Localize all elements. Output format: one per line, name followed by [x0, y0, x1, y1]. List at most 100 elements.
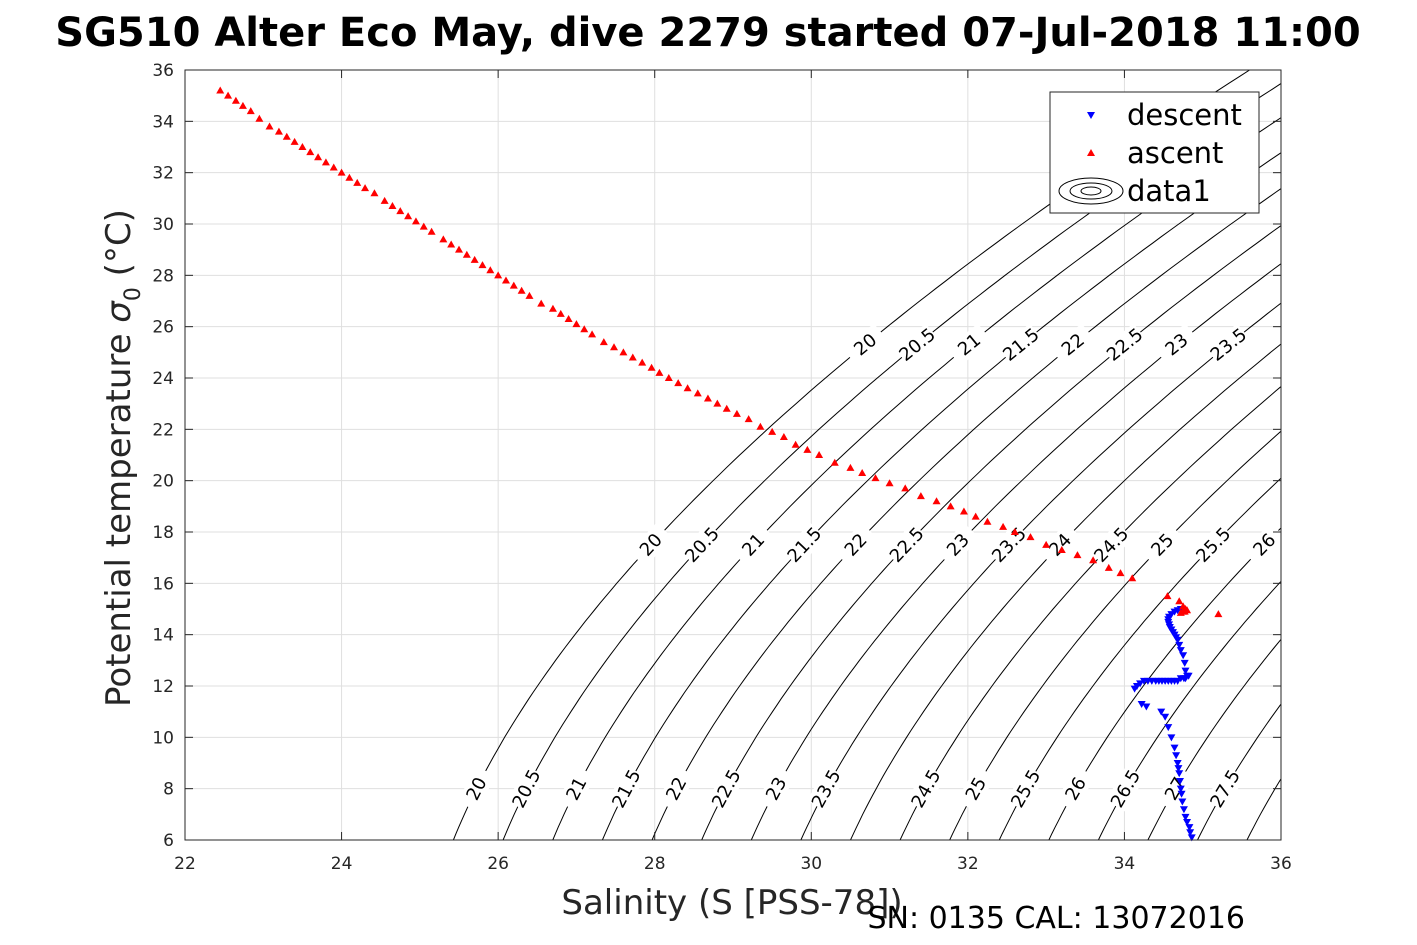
ascent-point	[885, 479, 894, 487]
descent-point	[1183, 819, 1192, 827]
legend-descent-marker	[1087, 112, 1095, 119]
isopycnal-line	[1197, 703, 1281, 840]
ascent-point	[744, 415, 753, 423]
contour-label-bg	[956, 765, 996, 812]
legend-ascent-label: ascent	[1127, 136, 1223, 170]
ascent-point	[455, 245, 463, 253]
isopycnal-line	[651, 188, 1281, 840]
descent-point	[1175, 770, 1184, 778]
descent-point	[1176, 785, 1185, 793]
ascent-point	[580, 325, 589, 333]
contour-label-bg	[842, 323, 888, 366]
ascent-point	[932, 497, 941, 505]
y-tick-label: 34	[152, 112, 174, 132]
contour-label-bg	[806, 765, 846, 812]
legend: descent ascent data1	[1049, 91, 1260, 214]
ascent-point	[1175, 597, 1184, 605]
x-tick-label: 22	[174, 854, 196, 874]
contour-label-bg	[680, 522, 724, 567]
ascent-point	[858, 468, 867, 476]
contour-label-bg	[894, 323, 940, 366]
ascent-point	[628, 353, 637, 361]
y-tick-label: 30	[152, 215, 174, 235]
ascent-point	[779, 433, 788, 441]
ascent-point	[999, 522, 1008, 530]
ascent-point	[470, 255, 479, 263]
descent-point	[1175, 641, 1184, 649]
ascent-point	[1042, 540, 1051, 548]
descent-point	[1181, 667, 1190, 675]
ascent-point	[946, 502, 955, 510]
descent-point	[1174, 765, 1183, 773]
ascent-point	[959, 507, 968, 515]
contour-label-bg	[1154, 323, 1200, 366]
contour-label-bg	[1102, 323, 1148, 366]
contour-label-bg	[457, 765, 496, 812]
y-axis-title-unit: (°C)	[99, 209, 139, 287]
y-axis-title: Potential temperature σ0 (°C)	[99, 209, 146, 707]
descent-point	[1161, 713, 1170, 721]
ascent-point	[439, 235, 448, 243]
ascent-point	[693, 389, 702, 397]
contour-label-bg	[1038, 522, 1083, 567]
descent-point	[1177, 790, 1186, 798]
ascent-point	[1057, 545, 1066, 553]
ascent-point	[548, 304, 557, 312]
ascent-point	[216, 86, 225, 94]
ascent-point	[674, 379, 683, 387]
ascent-point	[517, 286, 526, 294]
ascent-point	[713, 399, 722, 407]
y-axis-title-main: Potential temperature	[99, 323, 139, 707]
ascent-point	[246, 107, 255, 115]
descent-point	[1179, 806, 1188, 814]
x-tick-label: 28	[644, 854, 666, 874]
x-tick-label: 36	[1270, 854, 1292, 874]
ascent-point	[916, 492, 925, 500]
contour-label-bg	[936, 522, 980, 567]
ascent-point	[564, 314, 573, 322]
ascent-point	[703, 394, 712, 402]
contour-label-bg	[557, 765, 596, 812]
data-series	[216, 86, 1223, 842]
contour-label-bg	[507, 765, 546, 812]
ascent-point	[238, 101, 247, 109]
descent-point	[1164, 724, 1173, 732]
ascent-point	[588, 330, 597, 338]
descent-point	[1170, 744, 1179, 752]
ascent-point	[525, 291, 534, 299]
y-tick-label: 12	[152, 677, 174, 697]
ascent-point	[462, 250, 471, 258]
ascent-point	[815, 451, 824, 458]
ascent-point	[846, 463, 855, 471]
isopycnal-line	[850, 343, 1281, 840]
ascent-point	[447, 240, 456, 248]
descent-point	[1181, 813, 1190, 821]
x-tick-label: 34	[1114, 854, 1136, 874]
contour-label-bg	[906, 765, 946, 812]
y-axis-title-subscript: 0	[121, 287, 146, 301]
ascent-point	[265, 122, 274, 130]
isopycnal-line	[1048, 527, 1281, 840]
ascent-point	[329, 163, 338, 171]
ascent-point	[396, 207, 405, 215]
ascent-point	[983, 517, 992, 525]
ascent-point	[803, 445, 812, 453]
ascent-point	[224, 91, 233, 99]
ascent-point	[638, 358, 647, 366]
axes-box	[184, 69, 1282, 841]
ascent-point	[537, 299, 546, 307]
ascent-point	[572, 320, 581, 328]
x-axis-title: Salinity (S [PSS-78])	[561, 883, 902, 923]
ascent-point	[619, 348, 628, 356]
contour-label-bg	[1205, 765, 1245, 812]
contour-label-bg	[987, 522, 1031, 567]
contour-label-bg	[1105, 765, 1146, 812]
ascent-point	[380, 196, 389, 204]
descent-point	[1130, 685, 1139, 693]
contour-label-bg	[657, 765, 696, 812]
contour-label-bg	[1006, 765, 1046, 812]
ascent-point	[370, 189, 379, 197]
descent-point	[1142, 703, 1151, 711]
contour-label-bg	[707, 765, 746, 812]
